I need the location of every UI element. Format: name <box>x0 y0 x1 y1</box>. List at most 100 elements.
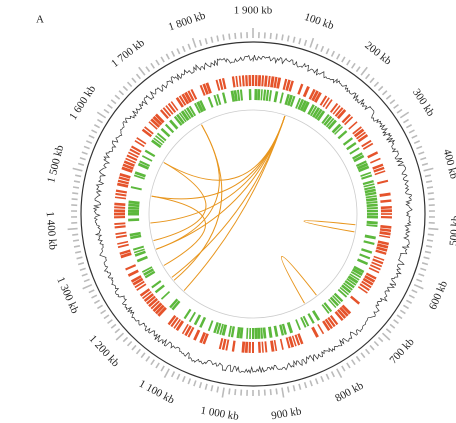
gene-forward <box>115 234 127 239</box>
gene-forward <box>225 339 230 351</box>
gene-reverse <box>316 110 326 121</box>
tick-mark <box>155 362 160 369</box>
tick-mark <box>181 45 186 52</box>
tick-mark <box>420 267 427 272</box>
gene-reverse <box>228 325 232 337</box>
gene-reverse <box>219 323 224 335</box>
gene-reverse <box>332 295 341 304</box>
link <box>151 195 207 266</box>
tick-mark <box>416 145 423 150</box>
tick-mark <box>160 56 165 63</box>
gene-forward <box>181 93 190 105</box>
tick-mark <box>320 376 325 383</box>
gene-reverse <box>188 311 196 323</box>
tick-mark <box>138 66 146 76</box>
tick-mark <box>346 59 351 66</box>
gene-reverse <box>141 266 153 273</box>
gene-forward <box>199 332 207 344</box>
gene-reverse <box>366 224 378 227</box>
gene-reverse <box>230 90 236 102</box>
gene-forward <box>329 102 339 113</box>
gene-reverse <box>265 89 270 101</box>
tick-mark <box>325 48 330 55</box>
tick-mark <box>115 332 125 341</box>
tick-mark <box>176 373 181 380</box>
gene-reverse <box>164 123 175 134</box>
gene-forward <box>270 340 275 352</box>
gene-reverse <box>143 268 155 276</box>
tick-mark <box>103 108 110 114</box>
gene-forward <box>184 325 192 337</box>
gene-reverse <box>236 326 241 339</box>
gene-reverse <box>129 231 141 237</box>
gene-forward <box>123 160 135 167</box>
gene-forward <box>187 90 195 102</box>
position-label: 1 800 kb <box>167 9 208 33</box>
link <box>173 124 223 281</box>
gene-forward <box>126 154 138 162</box>
gene-reverse <box>307 104 315 115</box>
tick-mark <box>204 383 208 390</box>
tick-mark <box>385 328 392 334</box>
gene-reverse <box>289 95 296 107</box>
gene-reverse <box>299 100 307 112</box>
gene-reverse <box>128 200 140 205</box>
gene-forward <box>117 243 129 249</box>
tick-mark <box>187 43 192 50</box>
gene-forward <box>114 225 126 229</box>
gene-forward <box>231 340 236 352</box>
gene-forward <box>167 314 177 326</box>
gene-forward <box>377 240 389 246</box>
gene-forward <box>264 341 268 353</box>
tick-mark <box>131 344 137 351</box>
tick-mark <box>408 129 415 134</box>
gene-forward <box>359 283 370 292</box>
gene-forward <box>241 341 246 353</box>
tick-mark <box>309 37 315 48</box>
gene-reverse <box>194 102 201 114</box>
gene-forward <box>143 293 155 303</box>
tick-mark <box>204 38 208 45</box>
tick-mark <box>320 45 325 52</box>
tick-mark <box>292 385 296 392</box>
gene-forward <box>380 206 392 210</box>
gene-forward <box>114 222 126 226</box>
gene-forward <box>150 300 160 310</box>
gene-forward <box>285 337 291 349</box>
tick-mark <box>424 174 431 178</box>
gene-reverse <box>151 139 162 149</box>
gene-forward <box>322 320 331 331</box>
gene-reverse <box>230 326 235 338</box>
link <box>183 115 286 291</box>
gene-forward <box>339 306 349 317</box>
gene-reverse <box>128 218 140 222</box>
tick-mark <box>269 389 272 396</box>
gene-reverse <box>350 271 362 279</box>
gene-reverse <box>141 155 153 162</box>
tick-mark <box>389 99 396 105</box>
tick-mark <box>165 53 170 60</box>
gene-forward <box>127 269 139 277</box>
gene-forward <box>190 88 198 100</box>
gene-reverse <box>328 298 337 309</box>
gene-forward <box>361 280 372 289</box>
gene-forward <box>348 121 358 130</box>
gene-reverse <box>169 298 179 309</box>
gene-forward <box>114 206 126 209</box>
position-label: 900 kb <box>270 405 302 422</box>
gene-reverse <box>207 320 214 332</box>
gene-forward <box>202 333 209 345</box>
tick-mark <box>82 283 93 290</box>
gene-reverse <box>178 112 187 123</box>
gene-forward <box>317 323 325 335</box>
position-label: 1 100 kb <box>137 378 177 407</box>
gene-forward <box>367 151 379 159</box>
position-label: 400 kb <box>441 148 456 181</box>
gene-reverse <box>359 253 371 260</box>
gene-forward <box>159 109 169 119</box>
gene-forward <box>282 78 288 90</box>
gene-reverse <box>351 268 363 277</box>
tick-mark <box>427 233 434 236</box>
gene-forward <box>144 126 154 135</box>
gene-forward <box>319 95 328 106</box>
